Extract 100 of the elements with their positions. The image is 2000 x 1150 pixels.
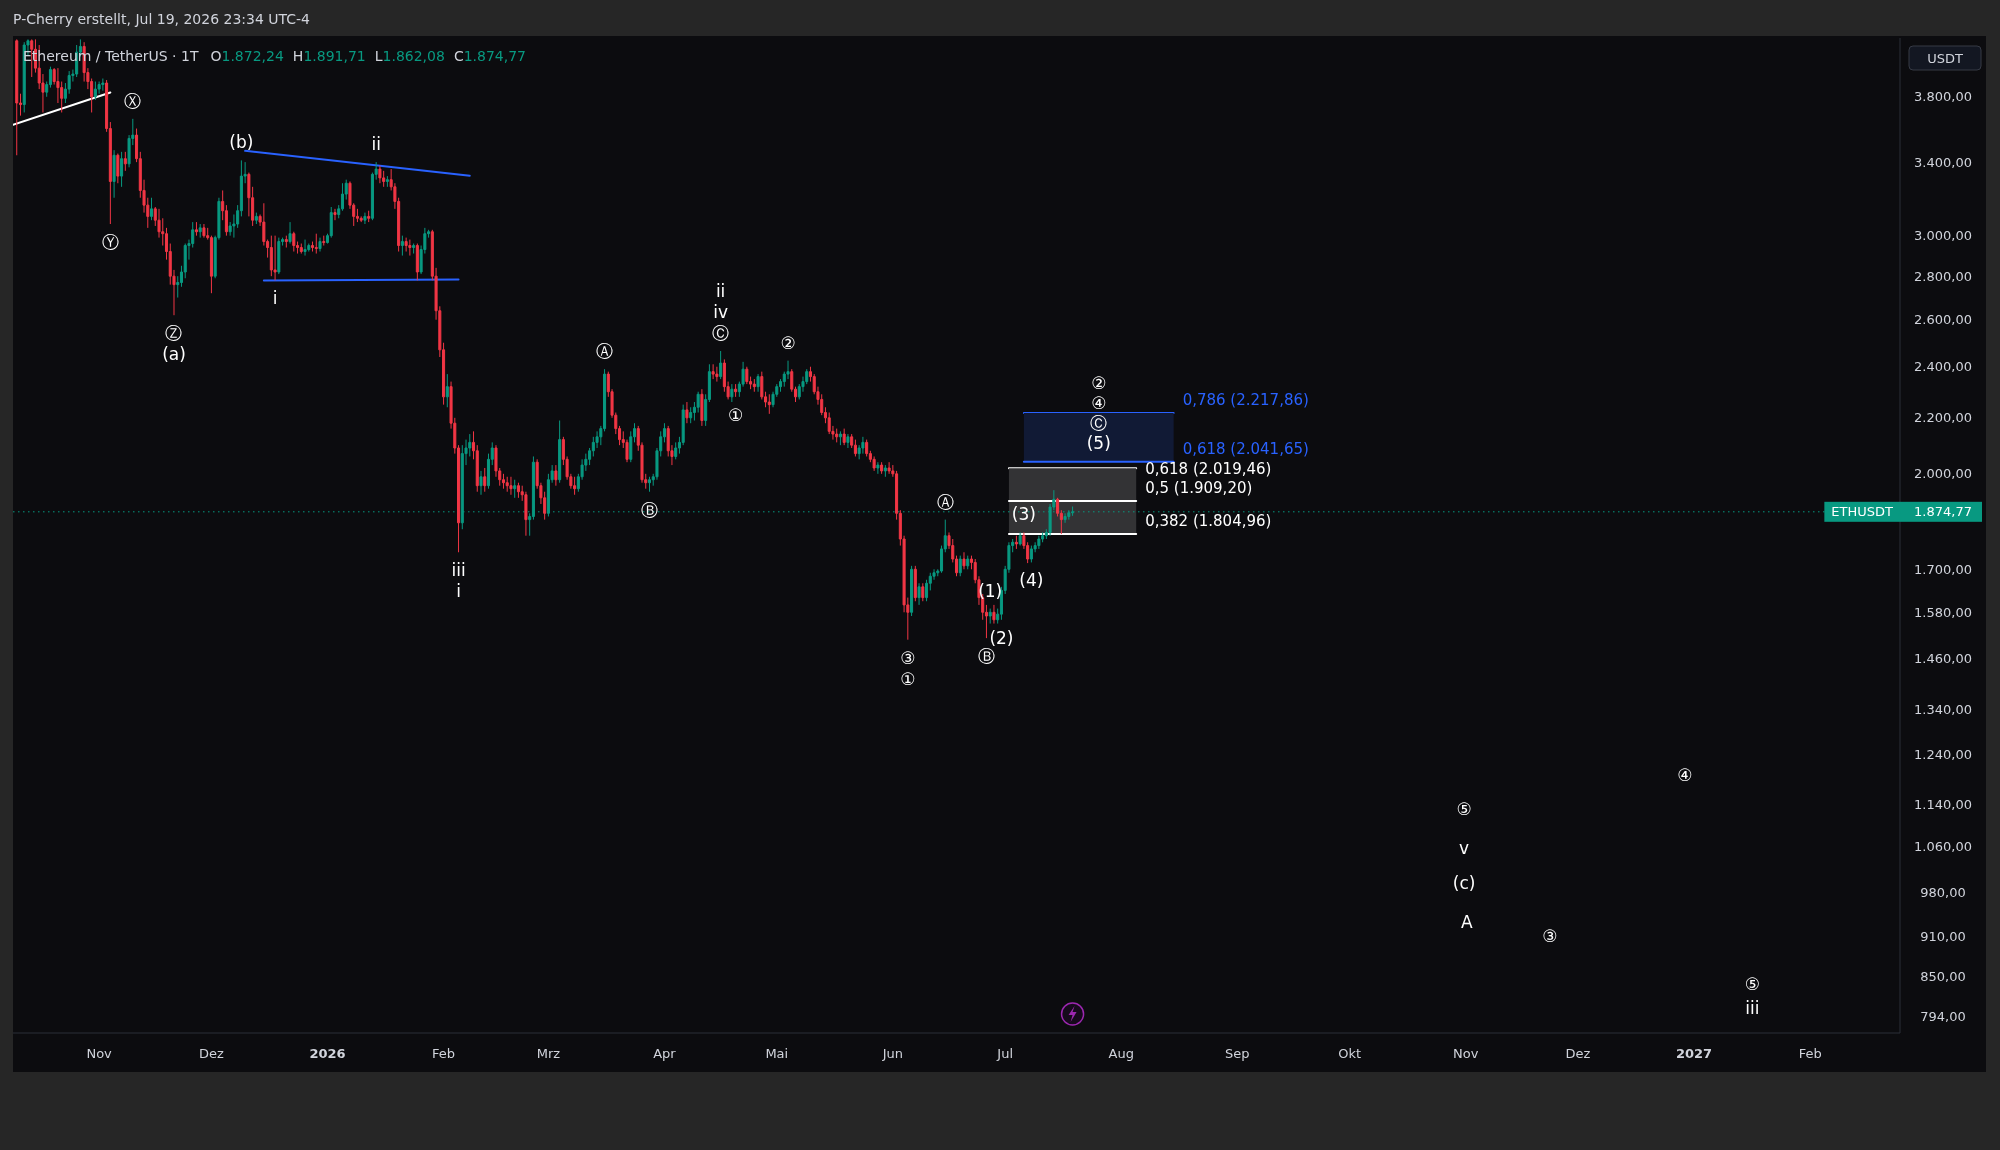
candlestick (711, 363, 715, 380)
candlestick (719, 350, 723, 380)
candlestick (876, 461, 880, 475)
x-tick-label: 2026 (309, 1045, 346, 1061)
y-tick-label: 2.600,00 (1914, 312, 1972, 328)
candlestick (284, 235, 288, 249)
candlestick (756, 373, 760, 393)
candlestick (516, 482, 520, 499)
annotation: Ⓒ (712, 323, 730, 344)
candlestick (913, 565, 917, 602)
y-tick-label: 3.800,00 (1914, 89, 1972, 105)
annotation: ④ (1677, 765, 1693, 786)
annotation: Ⓐ (596, 341, 614, 362)
y-tick-label: 2.400,00 (1914, 359, 1972, 375)
candlestick (917, 582, 921, 606)
candlestick (962, 551, 966, 570)
candlestick (887, 461, 891, 475)
candlestick (842, 428, 846, 446)
text: O1.872,24 H1.891,71 L1.862,08 C1.874,77 (210, 48, 526, 64)
y-tick-label: 850,00 (1920, 968, 1966, 984)
candlestick (715, 366, 719, 383)
candlestick (299, 243, 303, 255)
annotation: ① (900, 668, 916, 689)
text: P-Cherry erstellt, Jul 19, 2026 23:34 UTC-4 (13, 11, 311, 27)
candlestick (838, 430, 842, 446)
y-axis-title: USDT (1927, 50, 1963, 66)
candlestick (1018, 531, 1022, 547)
annotation: (b) (229, 132, 254, 153)
candlestick (303, 239, 307, 257)
annotation: ① (727, 404, 744, 425)
y-tick-label: 1.340,00 (1914, 701, 1972, 717)
annotation: Ⓐ (936, 491, 954, 512)
annotation: (3) (1011, 504, 1036, 525)
candlestick (382, 170, 386, 188)
x-tick-label: Jun (881, 1045, 904, 1061)
candlestick (367, 210, 371, 223)
candlestick (1037, 535, 1041, 550)
candlestick (910, 565, 914, 617)
candlestick (880, 461, 884, 475)
annotation: ③ (900, 647, 916, 668)
annotation: iv (713, 302, 729, 323)
x-tick-label: Dez (1565, 1045, 1591, 1061)
annotation: Ⓑ (977, 646, 995, 667)
candlestick (992, 604, 996, 625)
annotation: Ⓑ (640, 499, 658, 520)
y-tick-label: 980,00 (1920, 885, 1966, 901)
annotation: (a) (162, 344, 186, 365)
candlestick (123, 151, 127, 172)
ref-line-label: ETHUSDT (1831, 504, 1894, 520)
candlestick (734, 383, 738, 398)
candlestick (752, 378, 756, 393)
candlestick (254, 212, 258, 225)
candlestick (835, 428, 839, 443)
annotation: Ⓒ (1090, 413, 1108, 434)
data-label: 0,5 (1.909,20) (1145, 479, 1253, 498)
candlestick (116, 153, 120, 184)
candlestick (513, 479, 517, 499)
candlestick (1014, 535, 1018, 550)
candlestick (15, 38, 19, 156)
candlestick (921, 582, 925, 602)
annotation: iii (451, 560, 466, 581)
y-tick-label: 2.000,00 (1914, 466, 1972, 482)
candlestick (288, 221, 292, 245)
candlestick (730, 383, 734, 403)
annotation: Ⓨ (101, 232, 119, 253)
x-tick-label: Nov (86, 1045, 113, 1061)
annotation: ii (715, 281, 726, 302)
candlestick (647, 476, 652, 493)
x-tick-label: Dez (199, 1045, 225, 1061)
candlestick (22, 41, 26, 113)
candlestick (483, 467, 487, 493)
y-tick-label: 3.400,00 (1914, 154, 1972, 170)
candlestick (101, 78, 105, 92)
candlestick (861, 436, 865, 455)
candlestick (378, 165, 382, 184)
y-tick-label: 2.200,00 (1914, 410, 1972, 426)
y-tick-label: 794,00 (1920, 1008, 1966, 1024)
candlestick (277, 237, 281, 275)
annotation: ⑤ (1456, 799, 1472, 820)
candlestick (674, 441, 678, 460)
y-tick-label: 1.700,00 (1914, 561, 1972, 577)
x-tick-label: Mrz (536, 1045, 561, 1061)
candlestick (554, 464, 558, 487)
candlestick (93, 81, 97, 101)
annotation: ii (371, 134, 381, 155)
candlestick (273, 235, 277, 281)
candlestick (846, 433, 850, 449)
y-tick-label: 3.000,00 (1914, 228, 1972, 244)
candlestick (700, 388, 704, 427)
annotation: i (272, 288, 278, 309)
annotation: (4) (1019, 570, 1044, 591)
y-tick-label: 1.874,77 (1914, 504, 1972, 520)
annotation: (5) (1086, 433, 1111, 454)
candlestick (745, 366, 749, 385)
candlestick (479, 470, 483, 496)
x-tick-label: Feb (432, 1045, 456, 1061)
y-tick-label: 1.460,00 (1914, 651, 1972, 667)
candlestick (966, 555, 970, 570)
data-label: 0,618 (2.019,46) (1145, 460, 1272, 479)
x-tick-label: Mai (765, 1045, 789, 1061)
